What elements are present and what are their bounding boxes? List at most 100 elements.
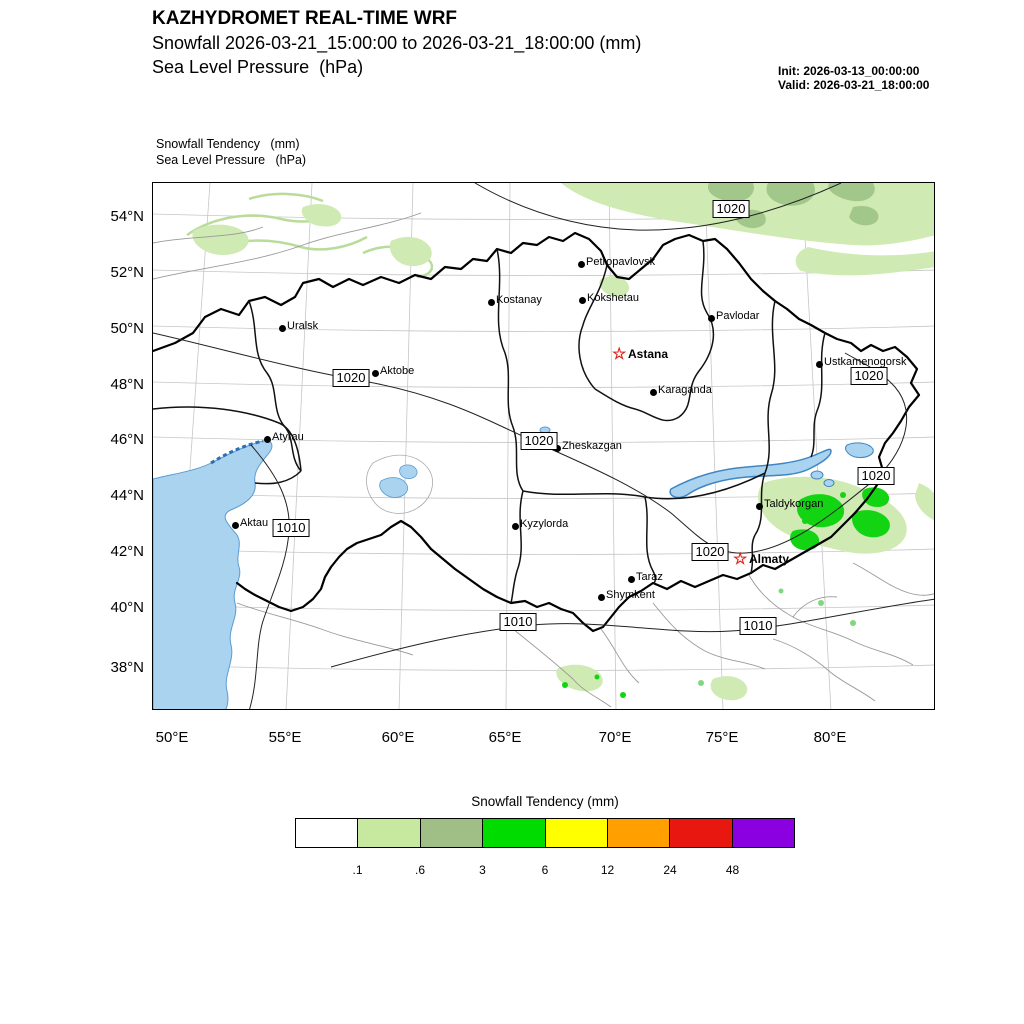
lat-label: 38°N: [110, 659, 144, 676]
city-label: Taraz: [636, 571, 663, 583]
pressure-label-1010: 1010: [739, 617, 777, 635]
lat-label: 42°N: [110, 543, 144, 560]
city-label: Uralsk: [287, 320, 319, 332]
lat-label: 48°N: [110, 376, 144, 393]
city-label: Kokshetau: [587, 292, 639, 304]
lat-label: 52°N: [110, 264, 144, 281]
pressure-subtitle: Sea Level Pressure (hPa): [152, 57, 364, 77]
pressure-label-1020: 1020: [332, 369, 370, 387]
lon-label: 50°E: [155, 729, 189, 746]
map-canvas: [153, 183, 934, 709]
foreign-boundaries: [153, 212, 934, 708]
pressure-label-1020: 1020: [691, 543, 729, 561]
colorbar-segment: [296, 819, 359, 847]
city-label: Taldykorgan: [764, 498, 824, 510]
lat-label: 44°N: [110, 487, 144, 504]
city-dot-icon: [816, 361, 823, 368]
city-dot-icon: [650, 389, 657, 396]
isobar-1010-west: [249, 444, 290, 709]
lon-label: 75°E: [705, 729, 739, 746]
lat-label: 46°N: [110, 431, 144, 448]
city-dot-icon: [628, 576, 635, 583]
kazakhstan-border: [153, 231, 921, 633]
pressure-label-1020: 1020: [712, 200, 750, 218]
city-label: Ustkamenogorsk: [824, 356, 907, 368]
colorbar-segment: [420, 819, 484, 847]
lat-label: 54°N: [110, 208, 144, 225]
colorbar-tick: 24: [663, 863, 677, 877]
city-label: Aktau: [240, 517, 269, 529]
colorbar-tick: 12: [600, 863, 615, 877]
colorbar-segment: [732, 819, 794, 847]
colorbar-tick: 48: [725, 863, 740, 877]
colorbar-segment: [545, 819, 608, 847]
capital-star-icon: ☆: [733, 551, 748, 568]
city-dot-icon: [578, 261, 585, 268]
pressure-label-1010: 1010: [272, 519, 310, 537]
colorbar-tick: 3: [479, 863, 486, 877]
lon-label: 55°E: [268, 729, 302, 746]
legend-pressure-line: Sea Level Pressure (hPa): [156, 153, 307, 167]
lat-label: 40°N: [110, 599, 144, 616]
city-label: Kostanay: [496, 294, 542, 306]
lon-label: 60°E: [381, 729, 415, 746]
city-label: Petropavlovsk: [586, 256, 656, 268]
lon-label: 80°E: [813, 729, 847, 746]
city-dot-icon: [372, 370, 379, 377]
colorbar-segment: [607, 819, 671, 847]
lake-alakol: [810, 470, 824, 480]
colorbar-tick: .6: [414, 863, 426, 877]
city-label: Atyrau: [272, 431, 304, 443]
city-label: Kyzylorda: [520, 518, 569, 530]
map-overlay: Petropavlovsk Kostanay Kokshetau Pavlodar Ur…: [153, 183, 934, 709]
isobar-1020-north: [474, 183, 842, 231]
colorbar-tick: .1: [352, 863, 363, 877]
colorbar-tick: 6: [541, 863, 549, 877]
colorbar-segment: [358, 819, 421, 847]
city-label: Astana: [628, 347, 669, 361]
snowfall-period-subtitle: Snowfall 2026-03-21_15:00:00 to 2026-03-…: [152, 33, 642, 53]
init-time-label: Init: 2026-03-13_00:00:00: [778, 64, 920, 78]
city-dot-icon: [232, 522, 239, 529]
city-dot-icon: [708, 315, 715, 322]
city-label: Zheskazgan: [562, 440, 622, 452]
forecast-map: Petropavlovsk Kostanay Kokshetau Pavlodar Ur…: [152, 182, 935, 710]
pressure-label-1020: 1020: [520, 432, 558, 450]
lat-label: 50°N: [110, 320, 144, 337]
water-bodies: [153, 426, 874, 709]
city-dot-icon: [598, 594, 605, 601]
pressure-label-1020: 1020: [850, 367, 888, 385]
city-dot-icon: [579, 297, 586, 304]
map-field-legend: Snowfall Tendency (mm) Sea Level Pressur…: [156, 136, 306, 168]
snowfall-colorbar: [295, 818, 795, 848]
colorbar-title: Snowfall Tendency (mm): [471, 794, 619, 809]
city-dot-icon: [279, 325, 286, 332]
aral-former-extent: [366, 454, 433, 514]
city-dot-icon: [488, 299, 495, 306]
city-label: Almaty: [749, 552, 790, 566]
legend-snowfall-line: Snowfall Tendency (mm): [156, 137, 300, 151]
colorbar-segment: [483, 819, 546, 847]
city-dot-icon: [264, 436, 271, 443]
lon-label: 70°E: [598, 729, 632, 746]
city-label: Pavlodar: [716, 310, 760, 322]
lake-zaysan: [845, 442, 874, 458]
lon-label: 65°E: [488, 729, 522, 746]
city-dot-icon: [512, 523, 519, 530]
city-dot-icon: [756, 503, 763, 510]
city-dot-icon: [554, 445, 561, 452]
aral-sea: [379, 477, 408, 498]
city-label: Karaganda: [658, 384, 712, 396]
oblast-borders: [153, 240, 826, 604]
city-label: Shymkent: [606, 589, 655, 601]
lake-balkhash: [669, 448, 832, 499]
colorbar-segment: [670, 819, 733, 847]
pressure-label-1010: 1010: [499, 613, 537, 631]
isobar-1010-south: [330, 598, 934, 668]
capital-star-icon: ☆: [612, 346, 627, 363]
caspian-north-coast: [210, 439, 264, 465]
valid-time-label: Valid: 2026-03-21_18:00:00: [778, 78, 930, 92]
pressure-label-1020: 1020: [857, 467, 895, 485]
page-title: KAZHYDROMET REAL-TIME WRF: [152, 8, 458, 29]
